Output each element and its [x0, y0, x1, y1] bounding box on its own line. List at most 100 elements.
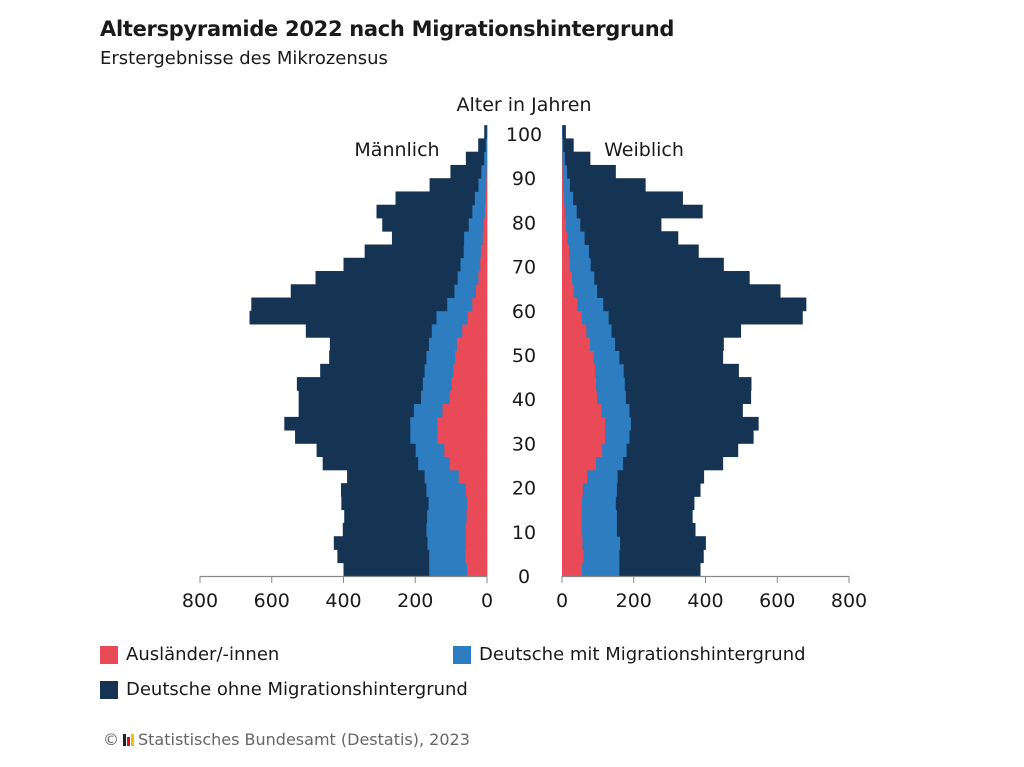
bar-male-segment — [466, 562, 488, 577]
bar-female-segment — [562, 377, 597, 391]
bar-female-segment — [629, 403, 743, 418]
bar-female-segment — [580, 217, 662, 232]
bar-female-segment — [562, 164, 568, 179]
bar-female-segment — [587, 469, 619, 484]
age-tick-label: 60 — [512, 301, 536, 323]
x-tick-label-female: 400 — [687, 590, 723, 612]
bar-male-segment — [329, 350, 427, 365]
bar-male-segment — [443, 443, 488, 458]
age-tick-label: 10 — [512, 522, 536, 544]
bar-male-segment — [436, 310, 468, 325]
bar-female-segment — [589, 337, 616, 351]
x-tick-label-male: 0 — [481, 590, 493, 612]
bar-female-segment — [565, 217, 581, 232]
bar-male-segment — [485, 178, 488, 192]
bar-male-segment — [483, 151, 488, 166]
bar-male-segment — [342, 522, 427, 537]
bar-female-segment — [596, 377, 626, 391]
bar-male-segment — [424, 363, 454, 378]
bar-female-segment — [562, 164, 564, 179]
tick-labels: 800 600 400 200 0 0 200 400 600 800 0 10 20 30 40 50 60 7… — [182, 124, 867, 612]
bar-female-segment — [572, 271, 595, 285]
bar-female-segment — [562, 416, 606, 431]
bar-female-segment — [564, 204, 578, 219]
bar-female-segment — [616, 483, 701, 497]
bar-female-segment — [620, 536, 706, 550]
age-tick-label: 0 — [518, 566, 530, 588]
bar-female-segment — [623, 363, 739, 378]
bar-male-segment — [466, 496, 488, 511]
legend-label-ohne-migrationshintergrund: Deutsche ohne Migrationshintergrund — [126, 679, 468, 700]
bar-male-segment — [427, 536, 466, 550]
bar-male-segment — [471, 204, 485, 219]
bar-male-segment — [463, 244, 481, 259]
bar-female-segment — [562, 324, 587, 338]
bar-female-segment — [562, 138, 564, 153]
bar-male-segment — [409, 416, 438, 431]
bar-female-segment — [619, 562, 701, 577]
bar-female-segment — [562, 125, 564, 139]
bar-female-segment — [605, 430, 630, 444]
bar-female-segment — [562, 151, 566, 166]
bar-male-segment — [436, 416, 488, 431]
bar-male-segment — [422, 377, 452, 391]
bar-male-segment — [329, 337, 429, 351]
bar-female-segment — [569, 244, 590, 259]
bar-female-segment — [563, 138, 574, 153]
bar-male-segment — [479, 257, 488, 272]
bar-male-segment — [426, 350, 456, 365]
bar-female-segment — [562, 363, 596, 378]
bar-male-segment — [461, 324, 488, 338]
bar-male-segment — [465, 522, 488, 537]
bar-female-segment — [626, 443, 739, 458]
bar-female-segment — [573, 284, 598, 298]
bar-male-segment — [290, 284, 455, 298]
bar-female-segment — [581, 310, 610, 325]
bar-male-segment — [428, 496, 467, 511]
x-tick-label-female: 200 — [616, 590, 652, 612]
bar-male-segment — [337, 549, 430, 564]
bar-female-segment — [619, 350, 724, 365]
bar-female-segment — [615, 337, 724, 351]
bar-female-segment — [581, 522, 618, 537]
bar-female-segment — [617, 469, 705, 484]
bar-female-segment — [603, 297, 807, 312]
bar-female-segment — [562, 231, 568, 245]
bar-male-segment — [343, 257, 461, 272]
bar-female-segment — [562, 244, 570, 259]
bar-male-segment — [305, 324, 432, 338]
bar-female-segment — [616, 509, 693, 524]
bar-male-segment — [452, 363, 488, 378]
age-tick-label: 80 — [512, 212, 536, 234]
y-axis-title: Alter in Jahren — [456, 94, 591, 116]
bar-female-segment — [615, 496, 695, 511]
bar-female-segment — [586, 324, 612, 338]
bar-female-segment — [597, 284, 781, 298]
bar-male-segment — [296, 377, 423, 391]
bar-female-segment — [562, 509, 583, 524]
legend-item-mit-migrationshintergrund: Deutsche mit Migrationshintergrund — [453, 644, 806, 665]
bar-male-segment — [251, 297, 448, 312]
bar-male-segment — [417, 456, 450, 471]
bar-male-segment — [391, 231, 465, 245]
bar-male-segment — [436, 430, 488, 444]
chart-title: Alterspyramide 2022 nach Migrationshinte… — [100, 17, 675, 41]
bar-female-segment — [597, 390, 627, 405]
bar-female-segment — [564, 151, 591, 166]
bar-male-segment — [395, 191, 475, 206]
bar-female-segment — [594, 271, 750, 285]
bar-female-segment — [573, 191, 683, 206]
age-tick-label: 70 — [512, 257, 536, 279]
x-tick-label-male: 400 — [325, 590, 361, 612]
footer-source: © Statistisches Bundesamt (Destatis), 20… — [103, 730, 470, 749]
bar-male-segment — [465, 536, 488, 550]
bar-male-segment — [450, 164, 482, 179]
bar-male-segment — [467, 310, 488, 325]
age-tick-label: 40 — [512, 389, 536, 411]
bar-male-segment — [409, 430, 438, 444]
bar-male-segment — [364, 244, 464, 259]
bar-female-segment — [583, 549, 620, 564]
bar-female-segment — [562, 522, 583, 537]
source-text: Statistisches Bundesamt (Destatis), 2023 — [138, 730, 470, 749]
bar-female-segment — [562, 390, 598, 405]
